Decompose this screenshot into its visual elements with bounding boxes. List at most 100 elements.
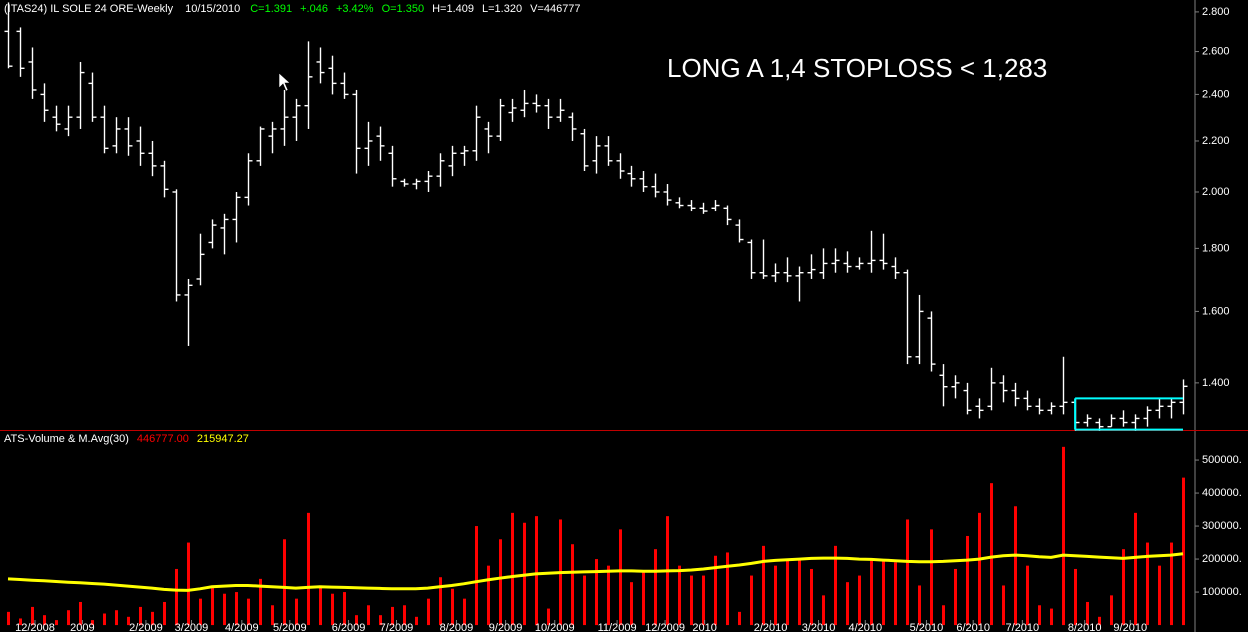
- volume-bar: [391, 606, 394, 626]
- volume-bar: [870, 559, 873, 626]
- volume-bar: [235, 592, 238, 626]
- volume-bar: [714, 555, 717, 626]
- volume-bar: [726, 552, 729, 626]
- volume-bar: [738, 611, 741, 626]
- average-last: 215947.27: [197, 433, 249, 445]
- volume-bar: [379, 615, 382, 626]
- volume-bar: [762, 545, 765, 626]
- volume-bar: [91, 620, 94, 626]
- header-item: +.046: [300, 3, 328, 15]
- x-tick-label: 12/2008: [15, 622, 55, 632]
- volume-header: ATS-Volume & M.Avg(30) 446777.00 215947.27: [4, 433, 249, 445]
- volume-bar: [1062, 446, 1065, 626]
- y-tick-label: 2.400: [1202, 88, 1230, 100]
- volume-bar: [115, 610, 118, 626]
- volume-bar: [499, 539, 502, 626]
- x-tick-label: 3/2010: [802, 622, 836, 632]
- volume-bar: [1170, 542, 1173, 626]
- volume-bar: [439, 577, 442, 626]
- volume-bar: [295, 598, 298, 626]
- volume-bar: [163, 601, 166, 626]
- header-item: 10/15/2010: [185, 3, 240, 15]
- y-tick-label: 200000.: [1202, 553, 1242, 565]
- header-item: O=1.350: [382, 3, 425, 15]
- volume-bar: [427, 598, 430, 626]
- volume-bar: [858, 575, 861, 626]
- header-item: L=1.320: [482, 3, 522, 15]
- volume-bar: [403, 605, 406, 626]
- x-tick-label: 7/2010: [1006, 622, 1040, 632]
- volume-bar: [7, 611, 10, 626]
- x-tick-label: 4/2009: [225, 622, 259, 632]
- y-tick-label: 2.200: [1202, 135, 1230, 147]
- x-tick-label: 7/2009: [380, 622, 414, 632]
- volume-bar: [415, 616, 418, 626]
- volume-bar: [978, 512, 981, 626]
- volume-bar: [918, 585, 921, 626]
- volume-bar: [259, 578, 262, 626]
- y-tick-label: 2.000: [1202, 186, 1230, 198]
- y-tick-label: 1.600: [1202, 305, 1230, 317]
- x-tick-label: 2/2010: [754, 622, 788, 632]
- y-tick-label: 100000.: [1202, 586, 1242, 598]
- x-tick-label: 4/2010: [848, 622, 882, 632]
- volume-bar: [19, 618, 22, 626]
- volume-bar: [535, 516, 538, 626]
- header-item: (ITAS24) IL SOLE 24 ORE-Weekly: [4, 3, 174, 15]
- x-tick-label: 5/2010: [910, 622, 944, 632]
- volume-bar: [595, 559, 598, 626]
- volume-bar: [966, 535, 969, 626]
- volume-bar: [774, 565, 777, 626]
- x-tick-label: 5/2009: [273, 622, 307, 632]
- volume-bar: [367, 605, 370, 626]
- volume-bar: [1050, 608, 1053, 626]
- volume-bar: [1158, 565, 1161, 626]
- volume-bar: [43, 615, 46, 626]
- volume-bar: [882, 559, 885, 626]
- volume-bar: [511, 512, 514, 626]
- volume-bar: [1134, 512, 1137, 626]
- y-tick-label: 1.800: [1202, 242, 1230, 254]
- volume-bar: [187, 542, 190, 626]
- x-tick-label: 2009: [70, 622, 94, 632]
- volume-bar: [1014, 506, 1017, 626]
- header-item: +3.42%: [336, 3, 374, 15]
- x-tick-label: 8/2010: [1068, 622, 1102, 632]
- volume-bar: [331, 593, 334, 626]
- chart-header: (ITAS24) IL SOLE 24 ORE-Weekly 10/15/2010…: [4, 3, 581, 15]
- volume-bar: [139, 606, 142, 626]
- volume-bar: [619, 529, 622, 626]
- volume-bar: [463, 598, 466, 626]
- volume-bar: [127, 616, 130, 626]
- volume-bar: [223, 593, 226, 626]
- volume-bar: [103, 613, 106, 626]
- volume-bar: [571, 544, 574, 626]
- header-item: C=1.391: [250, 3, 292, 15]
- x-tick-label: 12/2009: [645, 622, 685, 632]
- volume-bar: [702, 575, 705, 626]
- volume-bar: [1122, 549, 1125, 626]
- volume-bar: [1026, 565, 1029, 626]
- volume-bar: [175, 568, 178, 626]
- volume-bar: [67, 610, 70, 626]
- volume-title: ATS-Volume & M.Avg(30): [4, 433, 129, 445]
- volume-bar: [846, 582, 849, 626]
- x-tick-label: 9/2010: [1113, 622, 1147, 632]
- volume-bar: [355, 615, 358, 626]
- volume-bar: [906, 519, 909, 626]
- volume-bar: [199, 598, 202, 626]
- volume-bar: [451, 588, 454, 626]
- volume-bar: [1038, 605, 1041, 626]
- volume-bar: [283, 539, 286, 626]
- volume-bar: [810, 568, 813, 626]
- volume-bar: [642, 572, 645, 626]
- volume-bar: [151, 611, 154, 626]
- volume-bar: [475, 526, 478, 626]
- x-tick-label: 3/2009: [175, 622, 209, 632]
- volume-bar: [1074, 568, 1077, 626]
- volume-bar: [942, 605, 945, 626]
- y-tick-label: 300000.: [1202, 520, 1242, 532]
- x-tick-label: 6/2009: [332, 622, 366, 632]
- volume-bar: [822, 595, 825, 626]
